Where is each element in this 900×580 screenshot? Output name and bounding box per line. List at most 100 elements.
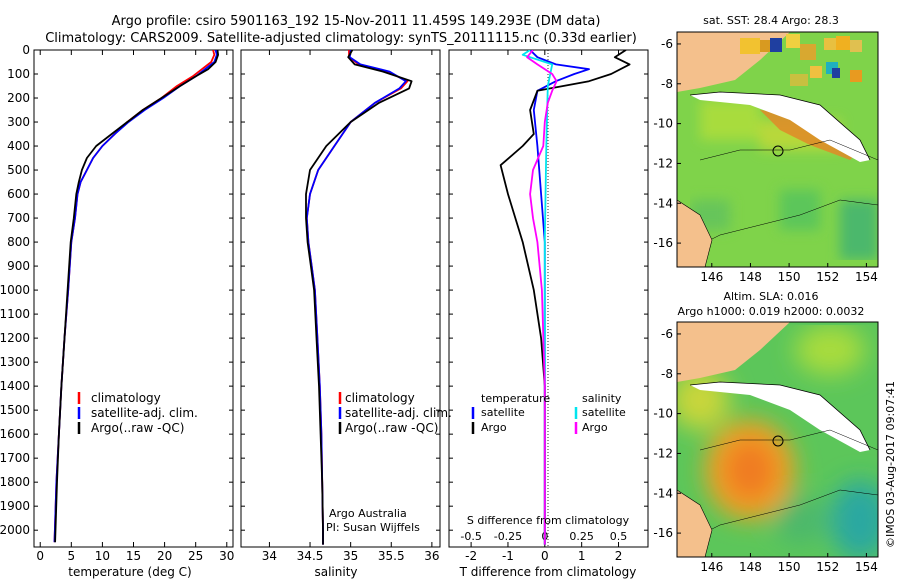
depth-axis: 0 100 200 300 400 500 600 700 800 900 1000 1100 1200…	[0, 43, 648, 537]
map-y-tick-label: -6	[661, 37, 673, 51]
depth-tick-label: 1300	[0, 355, 30, 369]
map-x-tick-label: 150	[778, 270, 801, 284]
sla-map-subtitle: Argo h1000: 0.019 h2000: 0.0032	[678, 305, 865, 318]
s-diff-tick-label: 0.5	[610, 530, 628, 543]
sla-map-frame	[676, 321, 879, 558]
sla-map	[677, 322, 878, 557]
depth-tick-label: 400	[7, 139, 30, 153]
depth-tick-label: 600	[7, 187, 30, 201]
australia-land	[677, 489, 713, 557]
australia-land	[677, 199, 713, 267]
header-line-2: Climatology: CARS2009. Satellite-adjuste…	[45, 31, 637, 46]
temperature-series	[53, 50, 220, 543]
depth-tick-label: 1900	[0, 499, 30, 513]
legend-label-climatology: climatology	[345, 391, 415, 405]
depth-tick-label: 2000	[0, 523, 30, 537]
depth-tick-label: 1500	[0, 403, 30, 417]
imos-timestamp: ©IMOS 03-Aug-2017 09:07:41	[884, 381, 897, 548]
s-difference-label: S difference from climatology	[467, 514, 630, 527]
new-guinea-land	[677, 322, 790, 382]
legend-label-satellite: satellite-adj. clim.	[91, 406, 198, 420]
legend-label-t-satellite: satellite	[481, 406, 525, 419]
x-tick-label: -1	[502, 549, 514, 563]
series-line-salinity-argo	[526, 50, 558, 545]
map-y-tick-label: -10	[653, 117, 673, 131]
map-x-tick-label: 148	[739, 560, 762, 574]
depth-tick-label: 900	[7, 259, 30, 273]
legend-label-satellite: satellite-adj. clim.	[345, 406, 452, 420]
x-tick-label: 5	[67, 549, 75, 563]
temperature-x-axis: 0 5 10 15 20 25 30	[36, 50, 234, 563]
legend-label-s-argo: Argo	[582, 421, 608, 434]
sst-map	[677, 32, 878, 267]
series-line-temperature-argo	[499, 50, 631, 545]
x-tick-label: 1	[578, 549, 586, 563]
map-y-tick-label: -10	[653, 407, 673, 421]
map-y-tick-label: -6	[661, 327, 673, 341]
x-tick-label: 2	[615, 549, 623, 563]
x-tick-label: 35.5	[378, 549, 405, 563]
map-x-tick-label: 152	[816, 560, 839, 574]
argo-float-position	[772, 145, 784, 157]
s-diff-tick-label: -0.25	[494, 530, 522, 543]
sla-map-axes: 146 148 150 152 154 -6 -8 -10 -12 -14 -16	[653, 327, 877, 574]
series-line-climatology	[53, 50, 216, 543]
map-y-tick-label: -8	[661, 77, 673, 91]
map-x-tick-label: 146	[700, 270, 723, 284]
difference-legend: temperature satellite Argo salinity sate…	[471, 392, 626, 434]
depth-tick-label: 1700	[0, 451, 30, 465]
legend-title-salinity: salinity	[582, 392, 622, 405]
map-x-tick-label: 152	[816, 270, 839, 284]
map-x-tick-label: 154	[855, 560, 878, 574]
temperature-legend: climatology satellite-adj. clim. Argo(..…	[77, 391, 198, 435]
difference-series	[499, 50, 631, 545]
series-line-temperature-satellite	[529, 50, 590, 545]
x-tick-label: 36	[424, 549, 439, 563]
x-tick-label: 34.5	[297, 549, 324, 563]
argo-float-position	[772, 435, 784, 447]
x-tick-label: 15	[126, 549, 141, 563]
series-line-satellite-adj-clim-	[53, 50, 218, 543]
s-diff-tick-label: -0.5	[460, 530, 481, 543]
difference-panel-frame	[448, 49, 649, 548]
sst-map-frame	[676, 31, 879, 268]
salinity-x-label: salinity	[314, 565, 357, 579]
x-tick-label: 30	[219, 549, 234, 563]
depth-tick-label: 500	[7, 163, 30, 177]
t-difference-label: T difference from climatology	[459, 565, 637, 579]
x-tick-label: 0	[541, 549, 549, 563]
x-tick-label: 0	[36, 549, 44, 563]
series-line-argo-raw-qc-	[305, 50, 413, 545]
legend-title-temperature: temperature	[481, 392, 550, 405]
map-x-tick-label: 154	[855, 270, 878, 284]
sst-map-title: sat. SST: 28.4 Argo: 28.3	[703, 14, 839, 27]
salinity-legend: climatology satellite-adj. clim. Argo(..…	[338, 391, 452, 435]
s-diff-tick-label: 0.25	[569, 530, 594, 543]
annotation-pi: PI: Susan Wijffels	[326, 521, 420, 534]
map-y-tick-label: -14	[653, 196, 673, 210]
sla-map-title: Altim. SLA: 0.016	[723, 290, 818, 303]
temperature-x-label: temperature (deg C)	[68, 565, 191, 579]
x-tick-label: 34	[262, 549, 277, 563]
map-y-tick-label: -16	[653, 236, 673, 250]
map-x-tick-label: 148	[739, 270, 762, 284]
depth-tick-label: 1400	[0, 379, 30, 393]
map-y-tick-label: -8	[661, 367, 673, 381]
depth-tick-label: 1600	[0, 427, 30, 441]
depth-tick-label: 1100	[0, 307, 30, 321]
salinity-panel-frame	[240, 49, 441, 548]
legend-label-argo: Argo(..raw -QC)	[91, 421, 184, 435]
sla-field-texture	[677, 325, 878, 557]
depth-tick-label: 1800	[0, 475, 30, 489]
map-y-tick-label: -16	[653, 526, 673, 540]
x-tick-label: 25	[188, 549, 203, 563]
annotation-argo-australia: Argo Australia	[329, 507, 407, 520]
depth-tick-label: 100	[7, 67, 30, 81]
map-x-tick-label: 150	[778, 560, 801, 574]
depth-tick-label: 0	[22, 43, 30, 57]
series-line-argo-raw-qc-	[54, 50, 220, 543]
depth-tick-label: 800	[7, 235, 30, 249]
header-line-1: Argo profile: csiro 5901163_192 15-Nov-2…	[112, 14, 601, 29]
x-tick-label: 20	[157, 549, 172, 563]
